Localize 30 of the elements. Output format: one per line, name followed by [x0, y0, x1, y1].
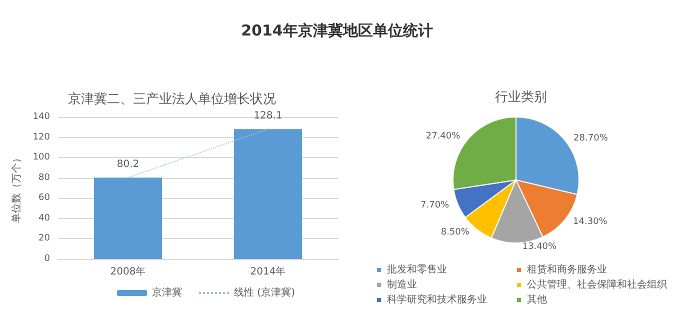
x-tick-label: 2014年 — [250, 266, 286, 278]
y-tick-label: 100 — [32, 152, 50, 163]
y-axis-title: 单位数（万个） — [10, 153, 22, 223]
y-tick-label: 140 — [32, 112, 50, 122]
data-label: 128.1 — [254, 110, 282, 122]
legend-label: 京津冀 — [152, 286, 182, 298]
data-label: 8.50% — [440, 228, 470, 238]
y-tick-label: 40 — [38, 213, 50, 224]
data-label: 28.70% — [574, 133, 608, 144]
legend-label: 批发和零售业 — [387, 264, 447, 276]
chart-title: 行业类别 — [495, 90, 547, 105]
legend-label: 制造业 — [387, 278, 417, 290]
data-label: 27.40% — [426, 131, 461, 142]
legend-label: 线性 (京津冀) — [234, 286, 296, 298]
y-tick-label: 0 — [44, 254, 50, 264]
y-tick-label: 20 — [38, 234, 50, 244]
chart-title: 2014年京津冀地区单位统计 — [241, 22, 433, 40]
data-label: 14.30% — [573, 217, 608, 228]
y-tick-label: 60 — [38, 193, 50, 204]
y-tick-label: 120 — [32, 132, 50, 142]
legend-label: 公共管理、社会保障和社会组织 — [527, 278, 667, 290]
legend-label: 科学研究和技术服务业 — [387, 294, 487, 306]
data-label: 7.70% — [420, 200, 450, 211]
chart-subtitle: 京津冀二、三产业法人单位增长状况 — [68, 92, 276, 107]
x-tick-label: 2008年 — [110, 266, 146, 278]
legend-label: 租赁和商务服务业 — [527, 264, 607, 276]
data-label: 80.2 — [116, 159, 140, 170]
data-label: 13.40% — [522, 242, 558, 252]
y-tick-label: 80 — [38, 172, 50, 183]
legend-label: 其他 — [527, 294, 547, 306]
